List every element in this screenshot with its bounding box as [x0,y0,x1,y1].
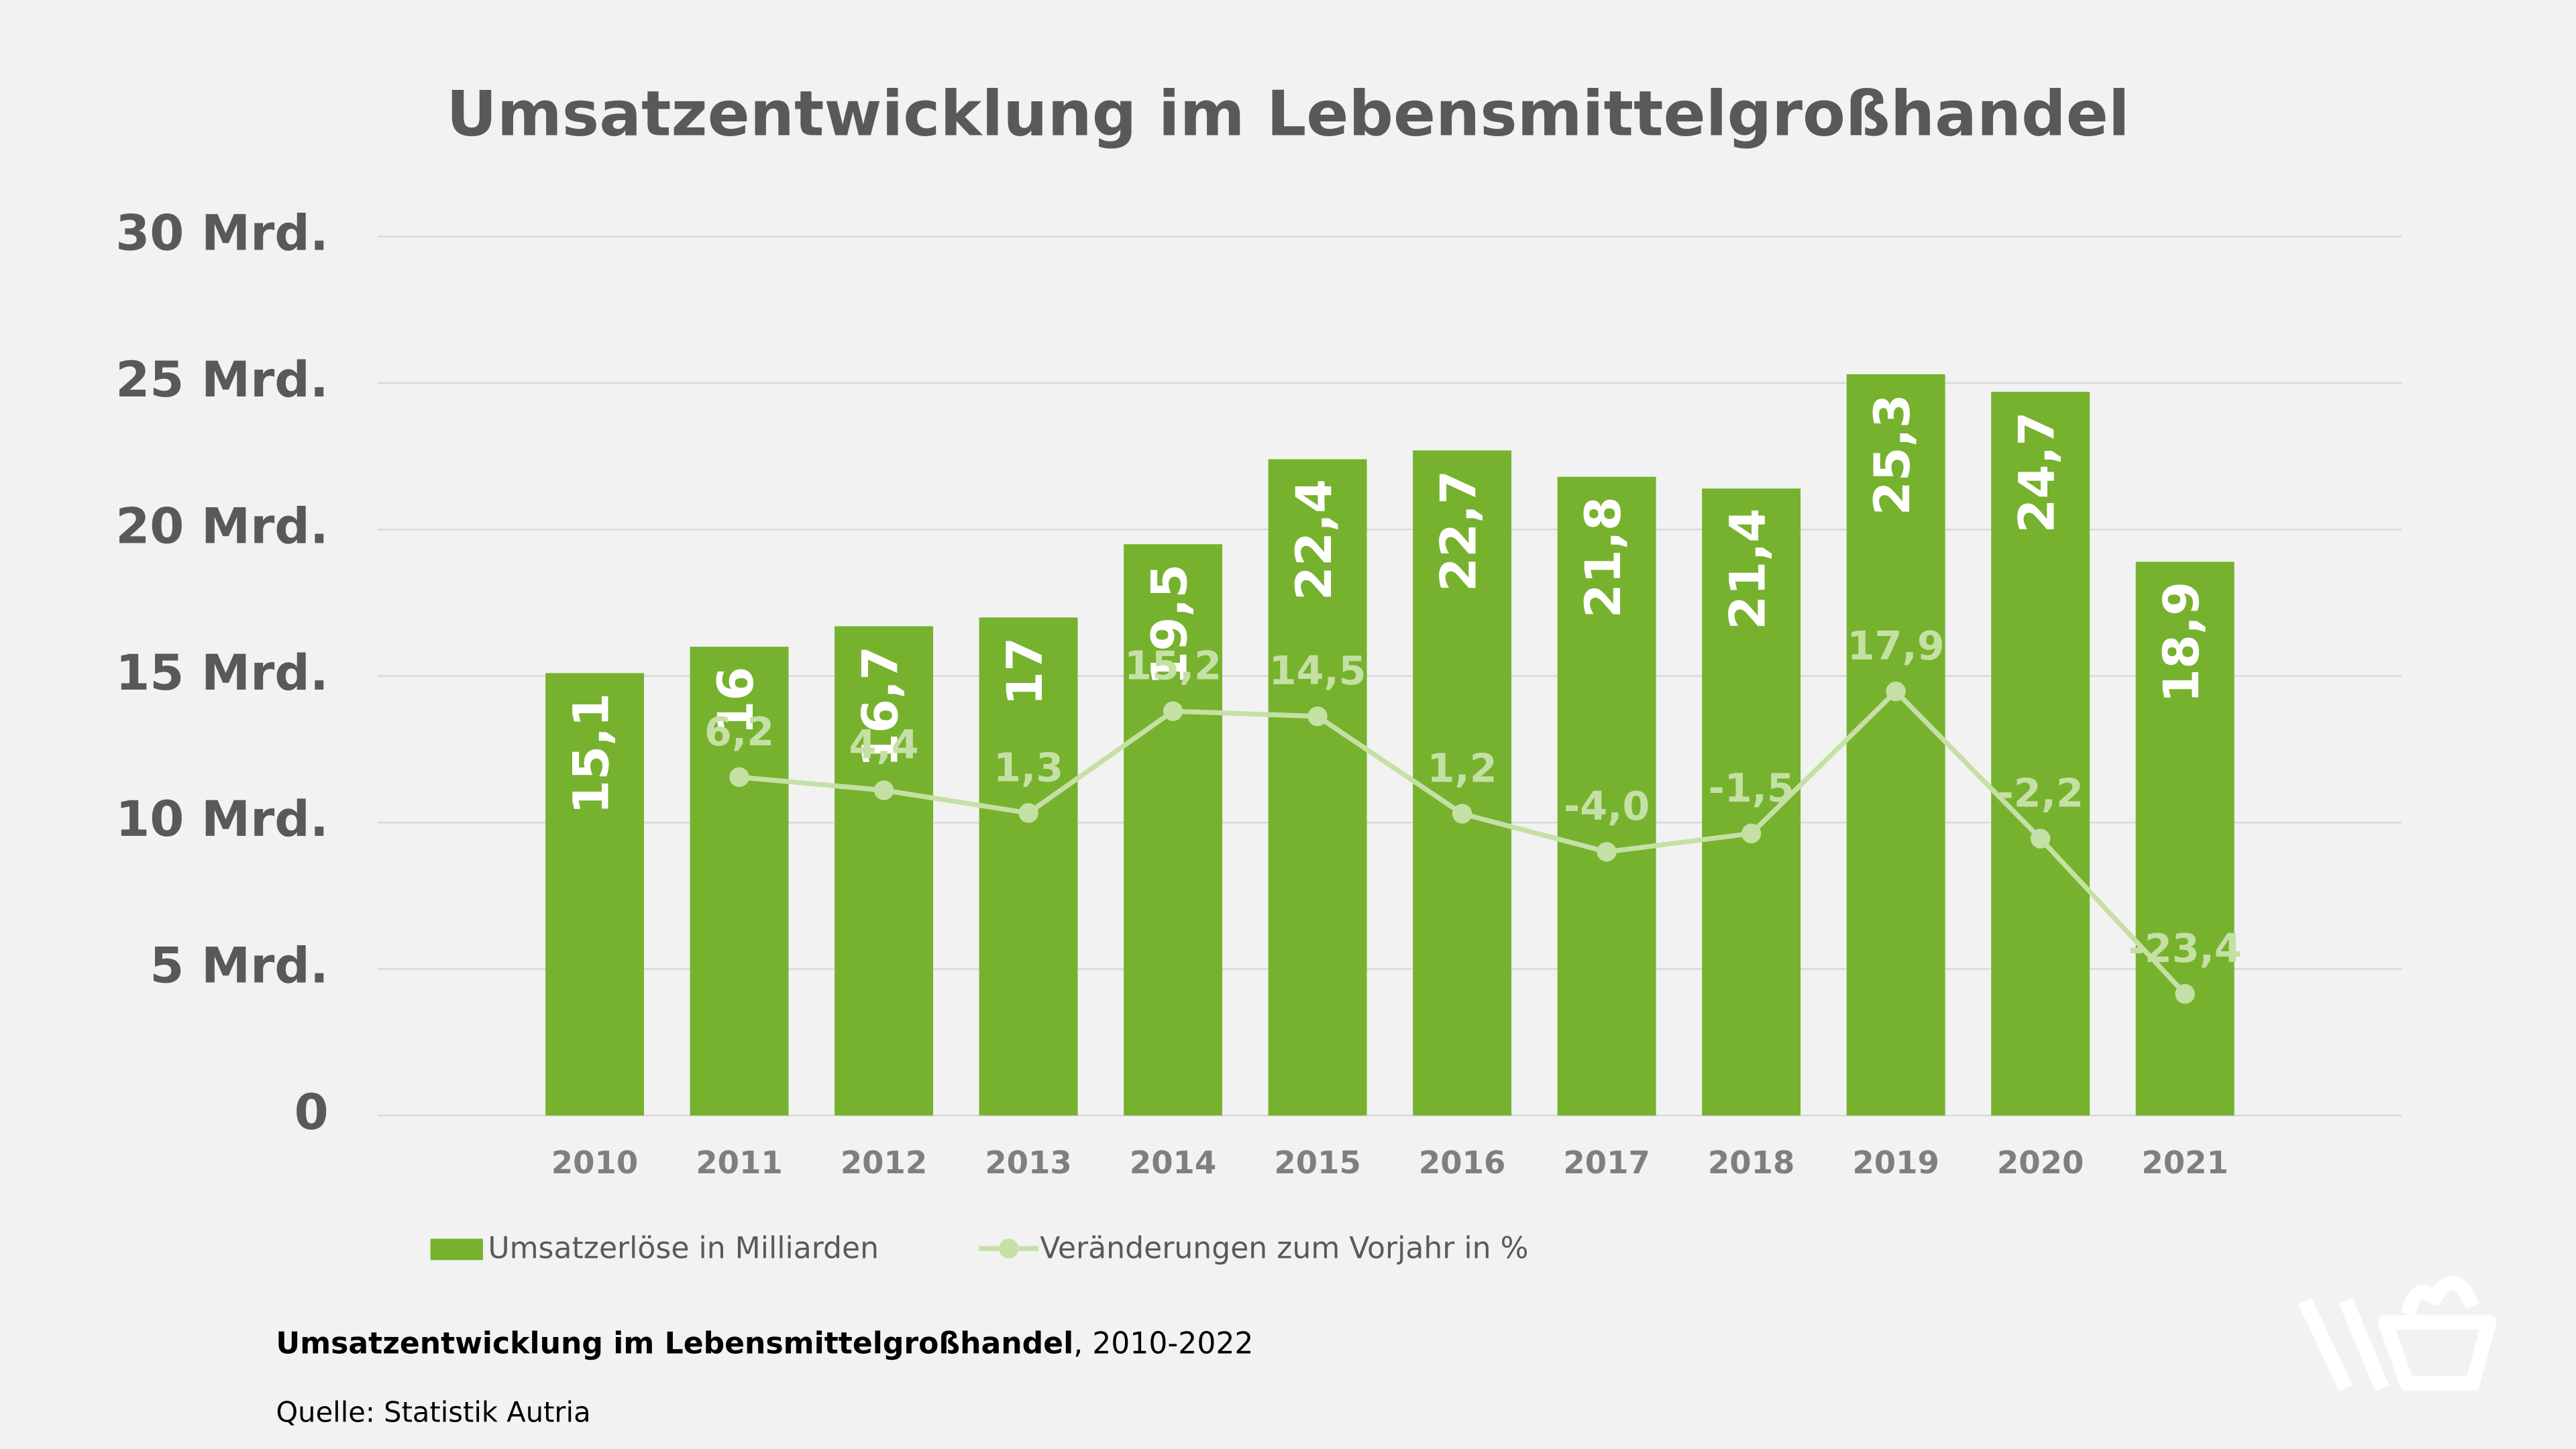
x-tick-label: 2018 [1708,1144,1794,1181]
y-tick-label: 30 Mrd. [115,205,329,262]
line-point [729,767,749,788]
bar [1557,476,1656,1116]
line-point [1741,823,1762,844]
line-point [1886,681,1906,702]
x-tick-label: 2019 [1852,1144,1939,1181]
bar [1268,459,1367,1116]
bar [835,626,934,1116]
caption-bold: Umsatzentwicklung im Lebensmittelgroßhan… [276,1327,1073,1361]
bar-value-label: 22,4 [1286,479,1343,600]
line-value-label: 1,3 [994,744,1063,790]
logo [2298,1276,2497,1392]
caption: Umsatzentwicklung im Lebensmittelgroßhan… [276,1327,1253,1361]
bar [979,617,1078,1116]
x-tick-label: 2015 [1274,1144,1360,1181]
bar [690,647,789,1116]
line-point [1597,842,1617,862]
x-tick-label: 2011 [696,1144,782,1181]
line-point [873,780,894,800]
y-tick-label: 10 Mrd. [115,791,329,848]
bar-value-label: 16,7 [853,646,910,767]
bar [1846,374,1945,1116]
bar-value-label: 19,5 [1142,564,1199,686]
bar-value-label: 21,4 [1720,508,1777,630]
legend-swatch-point [998,1238,1019,1258]
legend-label: Veränderungen zum Vorjahr in % [1040,1232,1528,1266]
line-value-label: 4,4 [849,722,918,768]
y-tick-label: 5 Mrd. [150,938,328,995]
line-point [1452,804,1472,824]
x-tick-label: 2014 [1130,1144,1216,1181]
line-value-label: 6,2 [704,708,774,755]
x-tick-label: 2013 [985,1144,1071,1181]
bar-value-label: 21,8 [1575,496,1632,618]
line-value-label: -2,2 [1997,770,2084,816]
line-value-label: 17,9 [1847,623,1945,669]
bar-value-label: 18,9 [2153,582,2210,703]
line-value-label: -4,0 [1564,783,1650,829]
legend-swatch [430,1238,483,1260]
line-value-label: 15,2 [1124,643,1222,689]
legend-label: Umsatzerlöse in Milliarden [488,1232,879,1266]
line-value-label: -23,4 [2128,925,2241,971]
y-tick-label: 25 Mrd. [115,352,329,409]
bar-value-label: 22,7 [1431,470,1488,592]
line-point [1018,803,1038,823]
caption-rest: , 2010-2022 [1073,1327,1253,1361]
chart-title: Umsatzentwicklung im Lebensmittelgroßhan… [446,78,2129,150]
bar-value-label: 15,1 [564,693,621,814]
line-point [2175,983,2195,1004]
bar [2135,561,2235,1116]
bar [1124,544,1223,1116]
bar-value-label: 25,3 [1864,394,1921,515]
y-tick-label: 0 [294,1084,329,1141]
x-tick-label: 2010 [551,1144,638,1181]
y-tick-label: 15 Mrd. [115,645,329,702]
bar [545,673,644,1116]
bar-value-label: 24,7 [2009,412,2066,533]
line-value-label: 14,5 [1269,647,1366,694]
bar [1413,450,1512,1116]
x-tick-label: 2016 [1419,1144,1505,1181]
x-tick-label: 2020 [1997,1144,2084,1181]
bar-value-label: 17 [997,637,1054,706]
y-tick-label: 20 Mrd. [115,498,329,555]
line-value-label: 1,2 [1428,745,1497,791]
bar [1991,392,2090,1116]
x-tick-label: 2017 [1563,1144,1650,1181]
line-point [2030,828,2051,849]
line-point [1307,706,1328,727]
line-value-label: -1,5 [1708,765,1794,811]
x-tick-label: 2012 [841,1144,927,1181]
source: Quelle: Statistik Autria [276,1396,590,1429]
line-point [1163,701,1183,721]
bar-value-label: 16 [708,666,765,735]
x-tick-label: 2021 [2141,1144,2228,1181]
